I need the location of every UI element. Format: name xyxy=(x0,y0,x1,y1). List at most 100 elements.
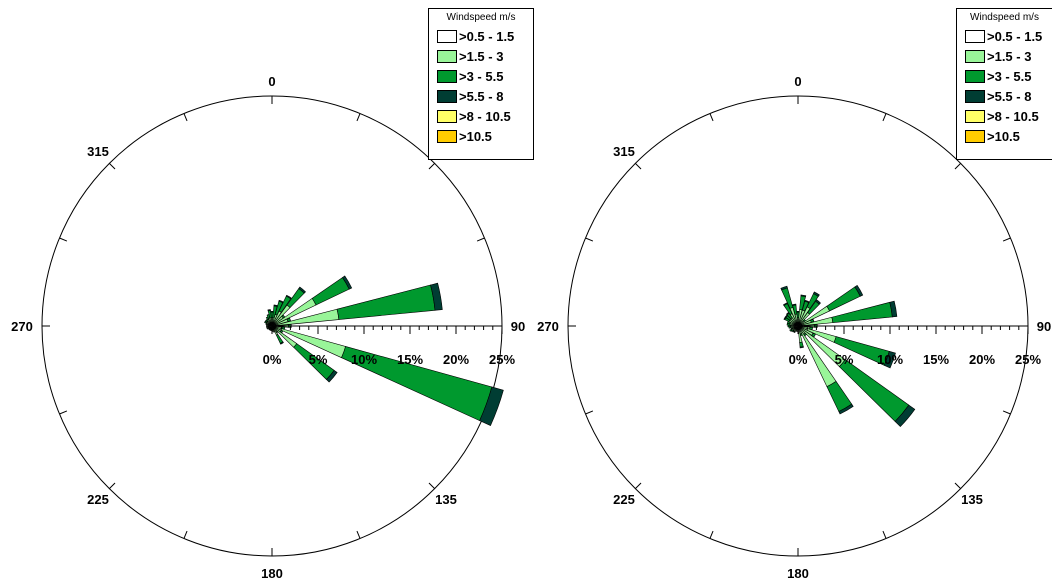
radial-tick-label: 5% xyxy=(835,352,854,367)
sector-wedge xyxy=(883,350,896,369)
sector-wedge xyxy=(826,286,861,312)
legend-entry: >1.5 - 3 xyxy=(429,46,533,66)
ring-tick xyxy=(59,410,68,415)
direction-label: 225 xyxy=(613,492,635,507)
sector-wedge xyxy=(782,302,788,306)
radial-tick-label: 25% xyxy=(489,352,515,367)
ring-tick xyxy=(428,482,435,489)
sector-wedge xyxy=(811,332,816,338)
radial-tick-label: 10% xyxy=(877,352,903,367)
radial-tick-label: 0% xyxy=(789,352,808,367)
direction-label: 315 xyxy=(613,144,635,159)
radial-tick-label: 15% xyxy=(923,352,949,367)
legend-title: Windspeed m/s xyxy=(446,12,516,23)
legend-label: >5.5 - 8 xyxy=(987,88,1032,104)
legend-entry: >10.5 xyxy=(429,126,533,146)
ring-tick xyxy=(954,482,961,489)
radial-tick-label: 5% xyxy=(309,352,328,367)
legend-entry: >0.5 - 1.5 xyxy=(429,26,533,46)
sector-wedge xyxy=(342,275,353,290)
ring-tick xyxy=(635,163,642,170)
legend-label: >10.5 xyxy=(987,128,1020,144)
legend-swatch xyxy=(437,69,457,83)
ring-tick xyxy=(709,530,714,539)
sector-wedge xyxy=(799,341,804,348)
legend-label: >1.5 - 3 xyxy=(459,48,504,64)
sector-wedge xyxy=(286,317,291,322)
direction-label: 135 xyxy=(435,492,457,507)
legend-swatch xyxy=(965,69,985,83)
sector-wedge xyxy=(804,299,810,303)
legend-label: >3 - 5.5 xyxy=(459,68,504,84)
legend-title: Windspeed m/s xyxy=(970,12,1039,23)
legend-entry: >8 - 10.5 xyxy=(429,106,533,126)
sector-wedge xyxy=(298,286,306,294)
radial-tick-label: 25% xyxy=(1015,352,1041,367)
ring-tick xyxy=(109,163,116,170)
sectors xyxy=(264,275,504,426)
direction-label: 180 xyxy=(787,566,809,578)
legend-left: Windspeed m/s >0.5 - 1.5 >1.5 - 3 >3 - 5.5… xyxy=(428,8,534,160)
ring-tick xyxy=(428,163,435,170)
sector-wedge xyxy=(815,299,821,305)
ring-tick xyxy=(882,530,887,539)
direction-label: 90 xyxy=(511,319,525,334)
ring-tick xyxy=(709,113,714,122)
ring-tick xyxy=(585,237,594,242)
legend-label: >8 - 10.5 xyxy=(987,108,1039,124)
sector-wedge xyxy=(813,291,820,297)
sector-wedge xyxy=(326,369,338,383)
legend-label: >0.5 - 1.5 xyxy=(459,28,515,44)
legend-entry: >3 - 5.5 xyxy=(957,66,1052,86)
direction-label: 135 xyxy=(961,492,983,507)
legend-entry: >8 - 10.5 xyxy=(957,106,1052,126)
legend-swatch xyxy=(965,109,985,123)
radial-tick-label: 20% xyxy=(969,352,995,367)
direction-label: 90 xyxy=(1037,319,1051,334)
ring-tick xyxy=(109,482,116,489)
direction-label: 270 xyxy=(537,319,559,334)
legend-swatch xyxy=(437,89,457,103)
ring-tick xyxy=(476,237,485,242)
direction-label: 0 xyxy=(794,74,801,89)
ring-tick xyxy=(356,530,361,539)
sector-wedge xyxy=(270,310,274,313)
sector-wedge xyxy=(430,282,443,311)
sector-wedge xyxy=(796,310,800,313)
legend-swatch xyxy=(437,29,457,43)
ring-tick xyxy=(635,482,642,489)
sector-wedge xyxy=(279,341,284,345)
legend-entry: >3 - 5.5 xyxy=(429,66,533,86)
legend-swatch xyxy=(437,49,457,63)
ring-tick xyxy=(59,237,68,242)
legend-entry: >1.5 - 3 xyxy=(957,46,1052,66)
legend-label: >10.5 xyxy=(459,128,492,144)
ring-tick xyxy=(183,530,188,539)
sector-wedge xyxy=(336,284,436,320)
ring-tick xyxy=(1002,410,1011,415)
legend-swatch xyxy=(965,49,985,63)
sector-wedge xyxy=(479,386,504,426)
legend-entry: >5.5 - 8 xyxy=(957,86,1052,106)
radial-tick-label: 0% xyxy=(263,352,282,367)
sector-wedge xyxy=(799,346,804,349)
radial-tick-label: 20% xyxy=(443,352,469,367)
ring-tick xyxy=(954,163,961,170)
ring-tick xyxy=(183,113,188,122)
legend-entry: >0.5 - 1.5 xyxy=(957,26,1052,46)
sector-wedge xyxy=(285,294,292,300)
sector-wedge xyxy=(800,294,807,297)
sector-wedge xyxy=(854,284,864,297)
legend-entry: >10.5 xyxy=(957,126,1052,146)
legend-label: >3 - 5.5 xyxy=(987,68,1032,84)
sector-wedge xyxy=(273,304,278,307)
ring-tick xyxy=(585,410,594,415)
radial-tick-label: 10% xyxy=(351,352,377,367)
ring-tick xyxy=(356,113,361,122)
legend-label: >5.5 - 8 xyxy=(459,88,504,104)
radial-axis: 0% 5% 10% 15% 20% 25% xyxy=(789,325,1041,367)
sector-wedge xyxy=(792,303,797,306)
sector-wedge xyxy=(838,403,854,415)
sectors xyxy=(780,284,916,428)
radial-tick-label: 15% xyxy=(397,352,423,367)
